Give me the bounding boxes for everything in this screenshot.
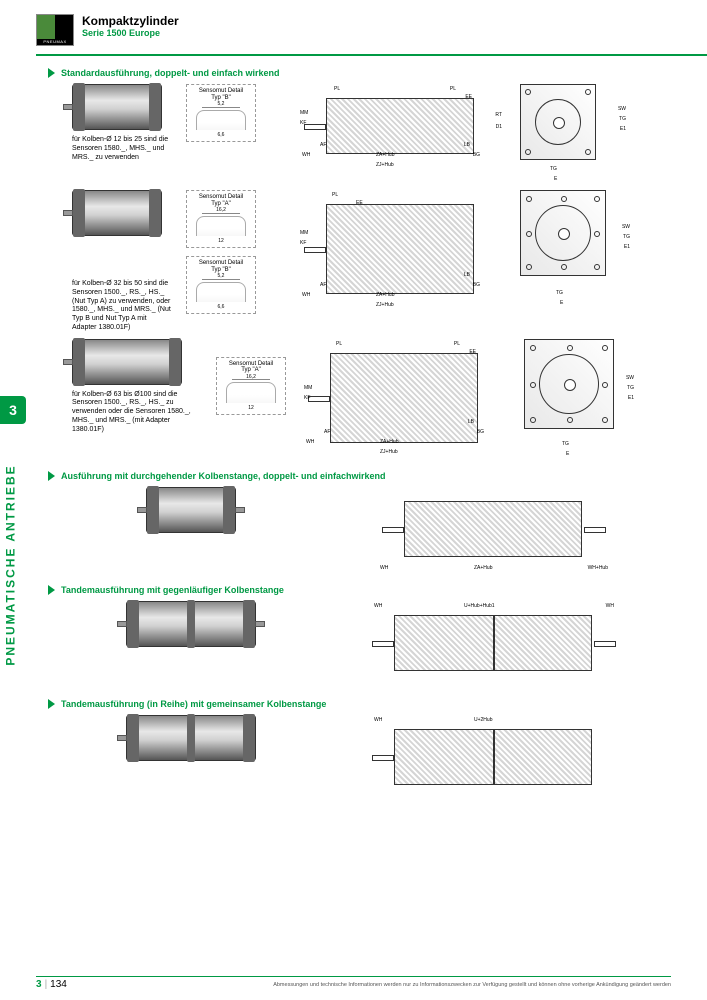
triangle-icon	[48, 585, 55, 595]
section-3-title: Tandemausführung mit gegenläufiger Kolbe…	[61, 585, 284, 595]
cylinder-photo-2: für Kolben-Ø 32 bis 50 sind die Sensoren…	[72, 190, 172, 333]
page-footer: 3 | 134 Abmessungen und technische Infor…	[0, 976, 707, 990]
row-1-2: für Kolben-Ø 32 bis 50 sind die Sensoren…	[72, 190, 707, 333]
section-2-title: Ausführung mit durchgehender Kolbenstang…	[61, 471, 386, 481]
sensor-detail-typ-a-2: Sensornut DetailTyp "A"16,2 12	[216, 357, 286, 415]
cylinder-photo-4	[146, 487, 266, 533]
footer-chapter: 3	[36, 979, 42, 990]
footer-disclaimer: Abmessungen und technische Informationen…	[273, 982, 671, 988]
section-4-title: Tandemausführung (in Reihe) mit gemeinsa…	[61, 699, 326, 709]
tech-drawing-front-1: SW TG E1 TG E	[520, 84, 630, 184]
tech-drawing-side-6: WH U+2Hub	[364, 715, 624, 801]
section-4-header: Tandemausführung (in Reihe) mit gemeinsa…	[48, 699, 707, 709]
row-4: WH U+2Hub	[72, 715, 707, 801]
page-header: PNEUMAX Kompaktzylinder Serie 1500 Europ…	[0, 0, 707, 50]
triangle-icon	[48, 471, 55, 481]
cylinder-photo-1: für Kolben-Ø 12 bis 25 sind die Sensoren…	[72, 84, 172, 162]
sensor-detail-typ-b-2: Sensornut DetailTyp "B"5,2 6,6	[186, 256, 256, 314]
note-2: für Kolben-Ø 32 bis 50 sind die Sensoren…	[72, 280, 172, 333]
brand-logo: PNEUMAX	[36, 14, 74, 46]
cylinder-photo-3: für Kolben-Ø 63 bis Ø100 sind die Sensor…	[72, 339, 202, 435]
side-category-label: PNEUMATISCHE ANTRIEBE	[0, 440, 22, 690]
row-2: WH ZA+Hub WH+Hub	[72, 487, 707, 573]
cylinder-photo-6	[126, 715, 276, 761]
tech-drawing-side-4: WH ZA+Hub WH+Hub	[374, 487, 614, 573]
sensor-detail-typ-b: Sensornut DetailTyp "B"5,2 6,6	[186, 84, 256, 142]
footer-page: 134	[50, 979, 67, 990]
section-3-header: Tandemausführung mit gegenläufiger Kolbe…	[48, 585, 707, 595]
tech-drawing-side-5: WH U+Hub+Hub1 WH	[364, 601, 624, 687]
triangle-icon	[48, 68, 55, 78]
section-1-header: Standardausführung, doppelt- und einfach…	[48, 68, 707, 78]
chapter-tab: 3	[0, 396, 26, 424]
row-1-1: für Kolben-Ø 12 bis 25 sind die Sensoren…	[72, 84, 707, 184]
section-2-header: Ausführung mit durchgehender Kolbenstang…	[48, 471, 707, 481]
sensor-detail-typ-a-1: Sensornut DetailTyp "A"16,2 12	[186, 190, 256, 248]
tech-drawing-side-2: PL EE MM KF LB AF BG WH ZA+Hub ZJ+Hub	[296, 190, 506, 310]
tech-drawing-front-3: SW TG E1 TG E	[524, 339, 634, 459]
tech-drawing-front-2: SW TG E1 TG E	[520, 190, 630, 310]
page-title: Kompaktzylinder	[82, 14, 179, 28]
page-subtitle: Serie 1500 Europe	[82, 28, 179, 38]
brand-name: PNEUMAX	[37, 39, 73, 45]
note-1: für Kolben-Ø 12 bis 25 sind die Sensoren…	[72, 136, 172, 162]
tech-drawing-side-1: PL PL EE MM KF RT D1 AF LB BG WH ZA+Hub …	[296, 84, 506, 170]
note-3: für Kolben-Ø 63 bis Ø100 sind die Sensor…	[72, 391, 202, 435]
triangle-icon	[48, 699, 55, 709]
section-1-title: Standardausführung, doppelt- und einfach…	[61, 68, 280, 78]
tech-drawing-side-3: PL PL EE MM KF LB AF BG WH ZA+Hub ZJ+Hub	[300, 339, 510, 459]
cylinder-photo-5	[126, 601, 276, 647]
row-1-3: für Kolben-Ø 63 bis Ø100 sind die Sensor…	[72, 339, 707, 459]
row-3: WH U+Hub+Hub1 WH	[72, 601, 707, 687]
header-divider	[36, 54, 707, 56]
